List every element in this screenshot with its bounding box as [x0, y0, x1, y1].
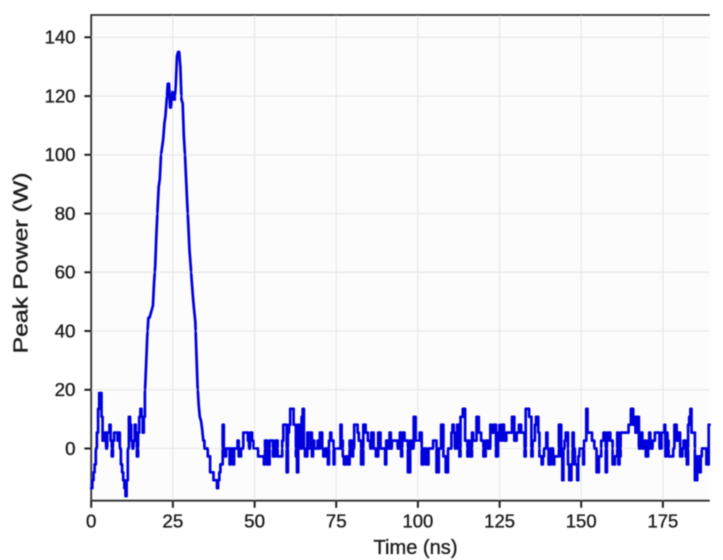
svg-text:25: 25 — [162, 512, 183, 532]
svg-text:80: 80 — [55, 204, 76, 224]
svg-text:175: 175 — [648, 512, 679, 532]
svg-text:120: 120 — [45, 87, 76, 107]
svg-text:0: 0 — [86, 512, 96, 532]
svg-text:150: 150 — [566, 512, 597, 532]
svg-text:0: 0 — [65, 439, 75, 459]
svg-text:Time (ns): Time (ns) — [374, 537, 458, 559]
svg-text:20: 20 — [55, 380, 76, 400]
svg-text:50: 50 — [244, 512, 265, 532]
svg-text:75: 75 — [326, 512, 347, 532]
svg-text:60: 60 — [55, 263, 76, 283]
svg-text:100: 100 — [403, 512, 434, 532]
svg-text:100: 100 — [45, 145, 76, 165]
svg-text:140: 140 — [45, 28, 76, 48]
svg-text:125: 125 — [484, 512, 515, 532]
svg-text:Peak Power (W): Peak Power (W) — [11, 173, 33, 354]
svg-text:40: 40 — [55, 321, 76, 341]
